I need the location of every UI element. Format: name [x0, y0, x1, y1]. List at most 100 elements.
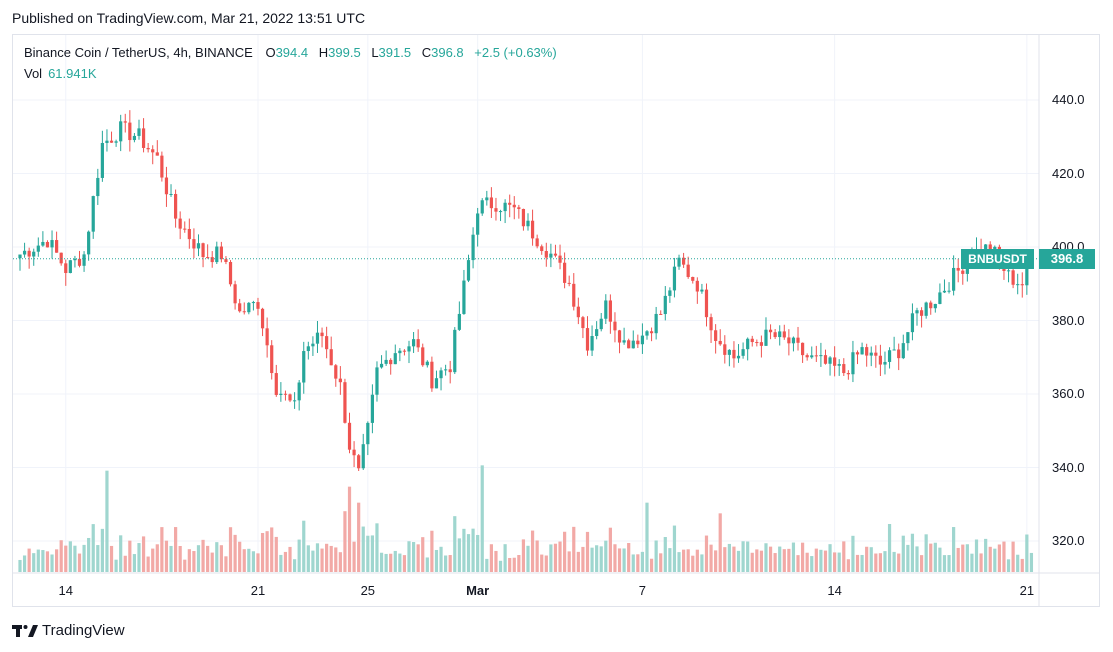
volume-bar [649, 558, 654, 572]
volume-bar [238, 541, 242, 572]
candle-body [325, 336, 329, 350]
candle-body [1006, 270, 1011, 272]
candle-body [755, 342, 759, 344]
volume-bar [256, 553, 260, 572]
volume-bar [160, 527, 164, 572]
candle-body [668, 290, 672, 296]
volume-bar [947, 555, 951, 572]
volume-bar [659, 553, 663, 572]
candle-body [741, 349, 745, 356]
volume-bar [444, 555, 448, 572]
candle-body [407, 346, 411, 352]
volume-bar [457, 538, 461, 572]
volume-bar [1006, 559, 1011, 572]
candle-body [233, 284, 237, 304]
volume-bar [736, 550, 741, 572]
candle-body [585, 328, 590, 351]
candle-body [915, 310, 919, 314]
candle-body [787, 337, 791, 344]
candle-body [215, 246, 219, 263]
volume-bar [141, 536, 146, 572]
volume-bar [691, 555, 695, 572]
volume-bar [279, 554, 283, 572]
volume-bar [471, 528, 475, 572]
candle-body [183, 228, 187, 230]
candle-body [714, 330, 718, 341]
price-tick-label: 380.0 [1052, 312, 1085, 328]
candle-body [265, 328, 269, 346]
candle-body [73, 258, 77, 261]
candle-body [910, 313, 915, 333]
candle-body [119, 121, 123, 142]
volume-bar [723, 547, 727, 572]
volume-bar [865, 546, 869, 572]
volume-bar [466, 534, 471, 572]
volume-bar [64, 545, 68, 572]
volume-bar [965, 544, 969, 572]
volume-bar [320, 548, 324, 572]
candle-body [732, 349, 736, 359]
volume-bar [517, 554, 521, 572]
volume-bar [956, 547, 960, 572]
candle-body [924, 302, 928, 316]
candle-body [27, 250, 31, 257]
candle-body [279, 393, 283, 395]
tradingview-logo-icon [12, 624, 38, 637]
candle-body [297, 382, 301, 401]
candle-body [590, 336, 594, 351]
volume-bar [906, 544, 910, 572]
volume-bar [192, 551, 196, 572]
volume-bar [933, 542, 937, 572]
volume-bar [563, 531, 567, 572]
volume-bar [590, 547, 594, 572]
candle-body [1025, 264, 1029, 286]
candle-body [933, 303, 937, 309]
candle-body [677, 257, 681, 267]
footer-brand[interactable]: TradingView [12, 622, 125, 639]
candle-body [727, 349, 731, 355]
volume-bar [50, 554, 54, 572]
volume-bar [187, 549, 191, 572]
volume-bar [576, 551, 580, 572]
candle-body [311, 343, 315, 347]
volume-bar [851, 535, 855, 572]
candle-body [938, 292, 942, 304]
candle-body [361, 444, 365, 469]
candle-body [887, 350, 892, 362]
candle-body [750, 338, 754, 343]
candle-body [498, 211, 503, 213]
chart-frame[interactable] [12, 34, 1100, 607]
volume-bar [361, 526, 365, 572]
change-value: +2.5 (+0.63%) [474, 45, 557, 60]
volume-bar [874, 553, 878, 572]
volume-bar [292, 559, 297, 572]
volume-label: Vol [24, 66, 43, 81]
volume-bar [617, 548, 622, 572]
volume-bar [421, 537, 425, 572]
candle-body [155, 152, 159, 156]
candle-body [672, 266, 677, 291]
volume-bar [384, 553, 388, 572]
candle-body [704, 289, 709, 318]
price-tick-label: 360.0 [1052, 386, 1085, 401]
volume-bar [274, 536, 278, 572]
volume-bar [201, 539, 205, 572]
candle-body [439, 370, 443, 379]
volume-bar [668, 548, 672, 572]
candlestick-chart[interactable] [0, 0, 1113, 610]
volume-bar [389, 553, 393, 572]
volume-bar [334, 547, 338, 572]
candle-body [398, 350, 402, 354]
candle-body [393, 353, 397, 365]
candle-body [512, 204, 516, 208]
volume-bar [700, 554, 704, 572]
volume-bar [938, 547, 942, 572]
candle-body [164, 177, 169, 195]
candle-body [274, 373, 278, 395]
candle-body [219, 246, 223, 260]
volume-bar [393, 550, 397, 572]
volume-bar [1029, 552, 1034, 572]
candle-body [55, 240, 59, 253]
volume-bar [654, 540, 658, 572]
volume-bar [448, 555, 452, 572]
